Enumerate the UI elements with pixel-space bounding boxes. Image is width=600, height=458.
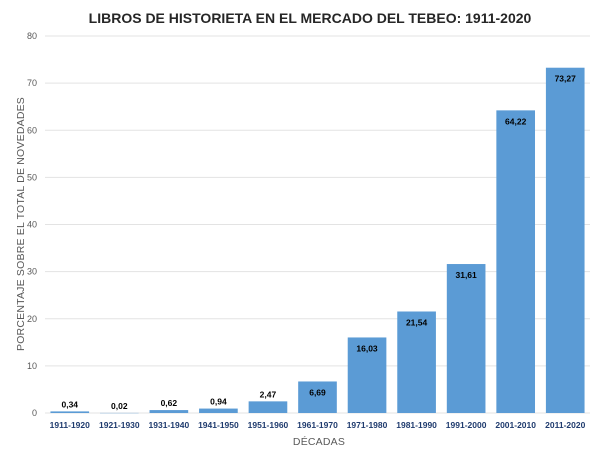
chart-title: LIBROS DE HISTORIETA EN EL MERCADO DEL T… [89,10,532,26]
bar [347,337,387,413]
x-tick-label: 2001-2010 [495,420,536,430]
x-tick-label: 1971-1980 [347,420,388,430]
x-tick-label: 1961-1970 [297,420,338,430]
data-label: 31,61 [455,270,477,280]
bar [446,264,486,413]
y-tick-label: 70 [27,78,37,88]
x-tick-label: 1921-1930 [99,420,140,430]
y-tick-label: 60 [27,125,37,135]
data-label: 64,22 [505,116,527,126]
data-label: 0,34 [61,399,78,409]
data-label: 2,47 [260,389,277,399]
x-tick-label: 1991-2000 [446,420,487,430]
data-label: 16,03 [356,343,378,353]
bar [545,67,585,414]
data-label: 6,69 [309,387,326,397]
data-label: 0,02 [111,401,128,411]
bar [496,110,536,413]
y-tick-label: 80 [27,31,37,41]
bars [50,67,585,414]
data-label: 0,94 [210,397,227,407]
bar [298,381,337,413]
y-tick-label: 0 [32,408,37,418]
x-tick-label: 1941-1950 [198,420,239,430]
data-label: 21,54 [406,317,428,327]
x-axis-ticks: 1911-1920 1921-1930 1931-1940 1941-1950 1951… [50,420,586,430]
x-tick-label: 1951-1960 [248,420,289,430]
y-axis-label: PORCENTAJE SOBRE EL TOTAL DE NOVEDADES [15,97,27,351]
bar [50,411,90,413]
bar [149,410,189,413]
bar [248,401,288,413]
y-axis-ticks: 0 10 20 30 40 50 60 70 80 [27,31,37,418]
y-tick-label: 50 [27,172,37,182]
bar [199,408,238,413]
y-tick-label: 30 [27,267,37,277]
gridlines [45,35,590,414]
data-label: 73,27 [555,74,577,84]
y-tick-label: 20 [27,314,37,324]
data-label: 0,62 [161,398,178,408]
x-tick-label: 1981-1990 [396,420,437,430]
bar [397,311,436,413]
x-axis-label: DÉCADAS [293,435,345,448]
y-tick-label: 10 [27,361,37,371]
x-tick-label: 1911-1920 [50,420,90,430]
y-tick-label: 40 [27,220,37,230]
x-tick-label: 1931-1940 [149,420,190,430]
x-tick-label: 2011-2020 [545,420,585,430]
data-labels: 0,34 0,02 0,62 0,94 2,47 6,69 16,03 21,54 31,61 6… [61,74,576,411]
